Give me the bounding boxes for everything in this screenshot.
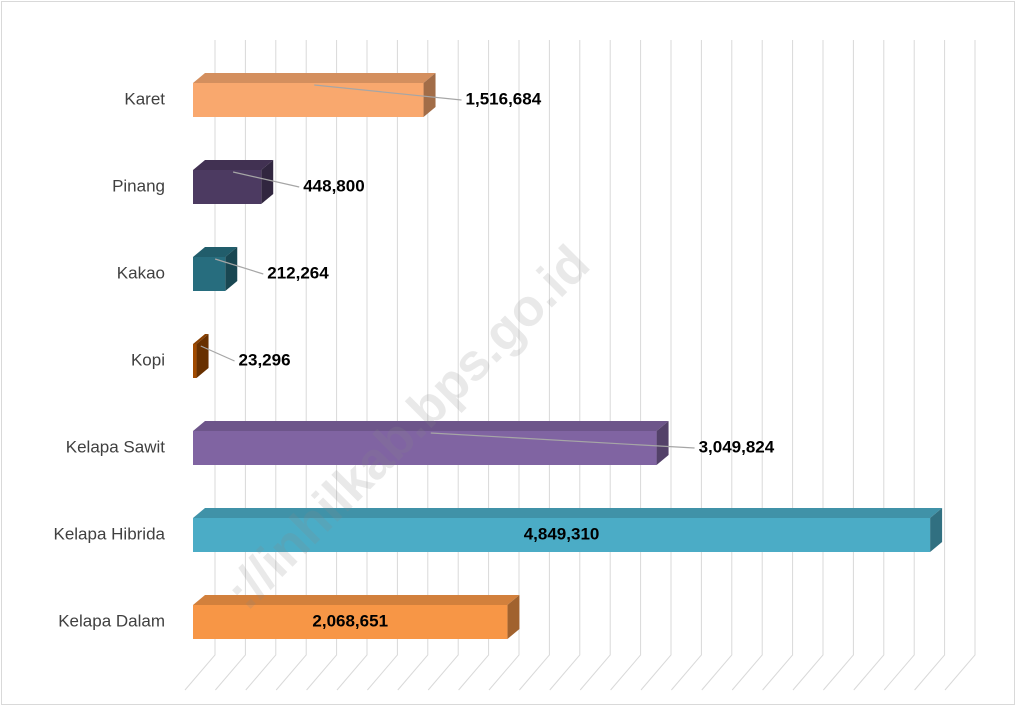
bar <box>193 160 274 204</box>
bar-top <box>193 508 943 518</box>
bar-front <box>193 344 197 378</box>
bar-front <box>193 431 657 465</box>
category-label: Karet <box>124 89 165 108</box>
data-label: 3,049,824 <box>699 437 775 456</box>
bar <box>193 334 209 378</box>
grid-line <box>853 40 885 691</box>
category-label: Pinang <box>112 176 165 195</box>
bar-front <box>193 170 262 204</box>
bar-front <box>193 605 508 639</box>
grid-line <box>792 40 824 691</box>
bar <box>193 73 436 117</box>
data-label: 4,849,310 <box>524 524 600 543</box>
grid-line <box>883 40 915 691</box>
grid-line <box>762 40 794 691</box>
grid-line <box>823 40 854 691</box>
bar-front <box>193 257 226 291</box>
bar-front <box>193 83 424 117</box>
grid-line <box>914 40 946 691</box>
category-label: Kopi <box>131 350 165 369</box>
leader-line <box>214 258 264 275</box>
data-label: 23,296 <box>239 350 291 369</box>
bar-side <box>423 73 436 117</box>
bar <box>193 247 238 291</box>
leader-line <box>314 84 462 101</box>
bar-side <box>225 247 238 291</box>
grid-line <box>427 40 459 691</box>
bar-side <box>196 334 209 378</box>
leader-line <box>232 171 300 188</box>
data-label: 1,516,684 <box>466 89 542 108</box>
bar-top <box>193 595 520 605</box>
bar-front <box>193 518 931 552</box>
grid-line <box>336 40 368 691</box>
bar <box>193 508 943 552</box>
grid-line <box>488 40 520 691</box>
bars: Karet 1,516,684 Pinang 448,800 Kakao 212,264 K… <box>53 73 943 639</box>
bar-top <box>193 73 436 83</box>
grid-line <box>397 40 429 691</box>
grid-line <box>275 40 307 691</box>
grid-line <box>458 40 490 691</box>
category-label: Kelapa Hibrida <box>53 524 165 543</box>
bar <box>193 421 669 465</box>
category-label: Kakao <box>117 263 165 282</box>
grid <box>184 40 976 691</box>
bar <box>193 595 520 639</box>
grid-line <box>610 40 642 691</box>
bar-side <box>261 160 274 204</box>
grid-line <box>215 40 246 691</box>
data-label: 2,068,651 <box>312 611 388 630</box>
grid-line <box>367 40 398 691</box>
bar-side <box>507 595 520 639</box>
grid-line <box>549 40 581 691</box>
category-label: Kelapa Dalam <box>58 611 165 630</box>
leader-line <box>430 432 695 449</box>
bar-top <box>193 247 238 257</box>
bar-side <box>656 421 669 465</box>
grid-line <box>944 40 976 691</box>
grid-line <box>245 40 277 691</box>
grid-line <box>306 40 338 691</box>
grid-line <box>184 40 216 691</box>
bar-top <box>193 160 274 170</box>
grid-line <box>640 40 672 691</box>
grid-line <box>731 40 763 691</box>
leader-line <box>200 345 235 362</box>
data-label: 212,264 <box>267 263 329 282</box>
data-label: 448,800 <box>303 176 364 195</box>
bar-side <box>930 508 943 552</box>
category-label: Kelapa Sawit <box>66 437 166 456</box>
bar-top <box>193 421 669 431</box>
grid-line <box>701 40 733 691</box>
grid-line <box>671 40 702 691</box>
grid-line <box>579 40 611 691</box>
grid-line <box>519 40 550 691</box>
bar-top <box>193 334 209 344</box>
